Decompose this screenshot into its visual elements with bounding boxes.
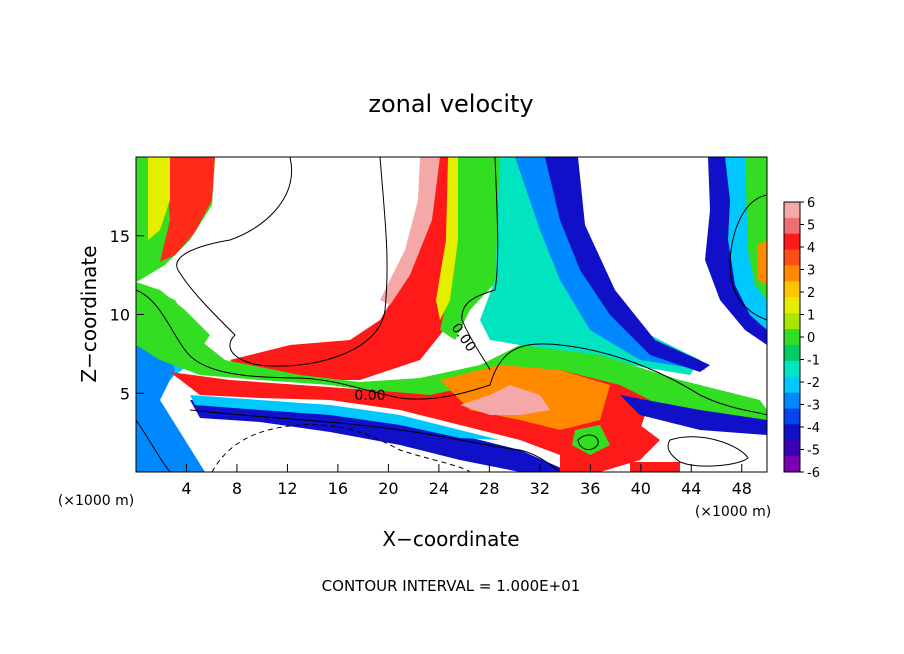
x-tick-label-5: 24 — [429, 479, 449, 498]
plot-area: 0.00 0.00 — [136, 157, 767, 472]
y-tick-label-2: 15 — [110, 227, 130, 246]
colorbar-swatch-0 — [784, 202, 800, 219]
colorbar-label-8: -2 — [807, 376, 820, 391]
field-region-bottom-red-spot — [630, 462, 680, 472]
colorbar-label-9: -3 — [807, 399, 820, 414]
contour-line-dashed — [211, 424, 471, 472]
contour-line-lower-main — [136, 409, 561, 472]
colorbar-label-5: 1 — [807, 309, 815, 324]
field-region-lower-right-blue — [620, 395, 767, 435]
colorbar-label-10: -4 — [807, 421, 820, 436]
field-region-left-top-red — [160, 157, 215, 262]
colorbar-swatch-15 — [784, 440, 800, 457]
x-unit-left: (×1000 m) — [58, 493, 134, 509]
colorbar-label-11: -5 — [807, 444, 820, 459]
contour-label-0: 0.00 — [354, 388, 385, 404]
contour-line-upper-left — [176, 157, 388, 367]
footer-note: CONTOUR INTERVAL = 1.000E+01 — [322, 577, 581, 595]
contour-line-lower-right-loop — [667, 436, 749, 467]
field-region-right-orange — [757, 240, 767, 285]
colorbar-swatch-12 — [784, 392, 800, 409]
contour-line-zero-upper — [461, 157, 499, 371]
y-axis-label: Z−coordinate — [77, 245, 101, 382]
contour-line-zero-main — [136, 289, 767, 416]
contour-line-right-upper — [729, 194, 767, 321]
field-region-left-blue — [136, 320, 205, 472]
colorbar-swatch-14 — [784, 424, 800, 441]
colorbar-swatch-4 — [784, 265, 800, 282]
colorbar-swatch-3 — [784, 249, 800, 267]
colorbar-swatch-5 — [784, 281, 800, 298]
colorbar-swatch-6 — [784, 297, 800, 314]
y-axis-ticks: 5 10 15 — [110, 227, 144, 403]
colorbar-swatch-16 — [784, 456, 800, 473]
y-tick-label-0: 5 — [120, 384, 130, 403]
x-tick-label-6: 28 — [479, 479, 499, 498]
x-axis-label: X−coordinate — [382, 527, 519, 551]
x-tick-label-8: 36 — [580, 479, 600, 498]
colorbar-label-0: 6 — [807, 196, 815, 211]
chart-title: zonal velocity — [368, 90, 533, 118]
field-region-center-pink — [380, 157, 440, 305]
field-region-cyan-band — [190, 395, 500, 440]
colorbar-swatch-7 — [784, 313, 800, 330]
x-tick-label-7: 32 — [530, 479, 550, 498]
field-region-center-green — [440, 157, 500, 340]
colorbar-label-6: 0 — [807, 331, 815, 346]
colorbar-swatch-13 — [784, 408, 800, 425]
colorbar-label-3: 3 — [807, 264, 815, 279]
field-region-pink-spots — [460, 385, 550, 415]
field-region-blue-tongue-core — [545, 157, 710, 372]
colorbar-swatch-8 — [784, 329, 800, 346]
x-tick-label-4: 20 — [378, 479, 398, 498]
colorbar: 6 5 4 3 2 1 0 -1 -2 -3 -4 -5 -6 — [783, 196, 820, 481]
x-tick-label-2: 12 — [277, 479, 297, 498]
colorbar-swatch-10 — [784, 360, 800, 378]
x-tick-label-11: 48 — [732, 479, 752, 498]
colorbar-label-4: 2 — [807, 286, 815, 301]
colorbar-label-1: 5 — [807, 219, 815, 234]
x-tick-label-3: 16 — [328, 479, 348, 498]
x-axis-ticks: 4 8 12 16 20 24 28 32 36 40 44 48 — [181, 464, 752, 498]
colorbar-label-12: -6 — [807, 466, 820, 481]
colorbar-swatch-11 — [784, 376, 800, 394]
x-unit-right: (×1000 m) — [695, 504, 771, 520]
contour-line-small-loop — [577, 434, 599, 450]
field-region-left-top-yellow — [148, 157, 170, 240]
colorbar-label-2: 4 — [807, 241, 815, 256]
colorbar-swatch-1 — [784, 217, 800, 235]
y-tick-label-1: 10 — [110, 306, 130, 325]
colorbar-swatch-2 — [784, 233, 800, 251]
colorbar-swatch-9 — [784, 344, 800, 362]
x-tick-label-10: 44 — [681, 479, 701, 498]
x-tick-label-9: 40 — [631, 479, 651, 498]
x-tick-label-1: 8 — [232, 479, 242, 498]
field-region-center-yellow — [436, 157, 458, 320]
colorbar-label-7: -1 — [807, 354, 820, 369]
x-tick-label-0: 4 — [181, 479, 191, 498]
